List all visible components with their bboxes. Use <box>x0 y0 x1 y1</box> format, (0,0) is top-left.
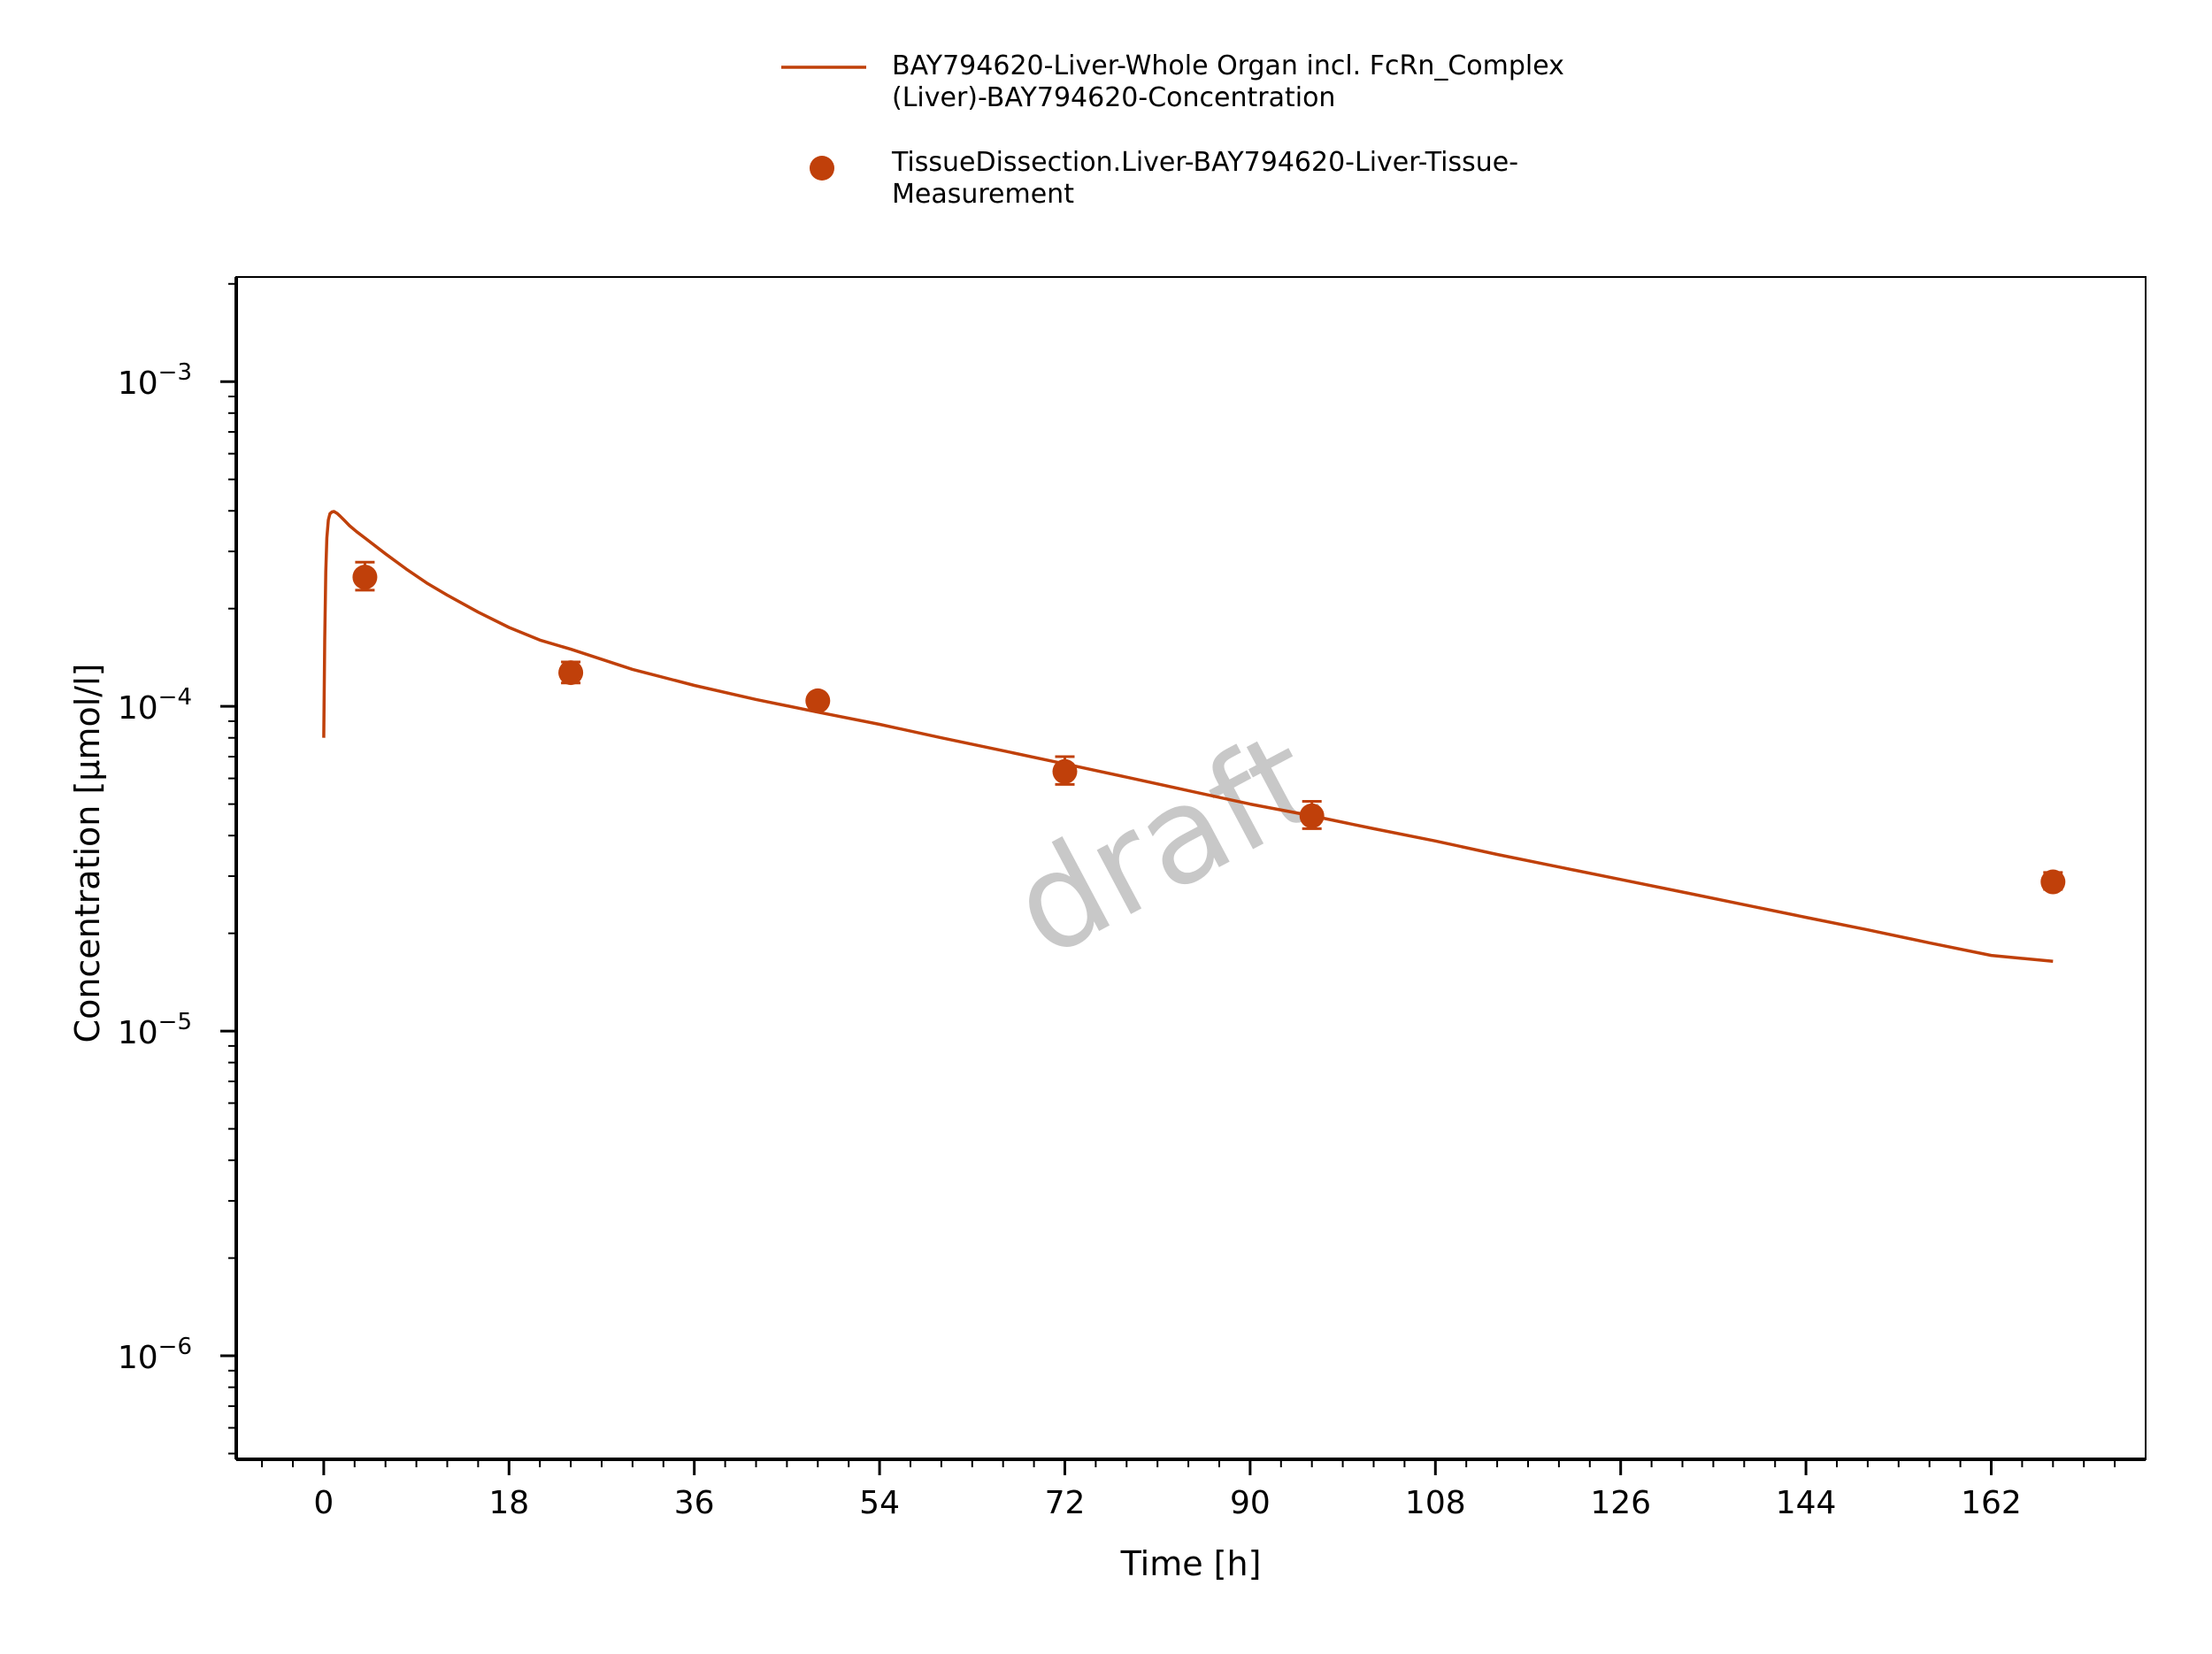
data-point <box>805 688 831 713</box>
y-tick-label: 10−6 <box>118 1334 192 1376</box>
simulation-curve <box>322 510 2054 964</box>
x-tick-label: 18 <box>488 1485 529 1521</box>
y-axis-label: Concentration [µmol/l] <box>68 664 107 1043</box>
y-tick-label: 10−5 <box>118 1009 192 1051</box>
series-layer <box>322 510 2066 964</box>
data-point <box>1299 803 1325 828</box>
legend-label-line-2: Measurement <box>892 179 1074 210</box>
legend-marker-swatch <box>810 156 834 181</box>
x-tick-label: 108 <box>1405 1485 1466 1521</box>
x-tick-label: 36 <box>674 1485 715 1521</box>
x-tick-label: 54 <box>859 1485 900 1521</box>
x-tick-label: 0 <box>313 1485 334 1521</box>
y-ticks: 10−3 10−4 10−5 10−6 <box>118 282 236 1455</box>
data-point <box>1052 758 1078 784</box>
watermark: draft <box>988 703 1340 988</box>
legend-label-line-1: BAY794620-Liver-Whole Organ incl. FcRn_C… <box>892 50 1564 81</box>
x-tick-label: 72 <box>1045 1485 1086 1521</box>
legend-label-line-2: (Liver)-BAY794620-Concentration <box>892 82 1335 113</box>
x-axis-label: Time [h] <box>1120 1544 1262 1583</box>
data-point <box>2040 869 2066 895</box>
x-ticks: 0 18 36 54 72 90 108 126 144 162 <box>261 1459 2116 1521</box>
legend: BAY794620-Liver-Whole Organ incl. FcRn_C… <box>781 50 1564 210</box>
y-tick-label: 10−3 <box>118 359 192 402</box>
legend-label-line-1: TissueDissection.Liver-BAY794620-Liver-T… <box>891 147 1518 178</box>
x-tick-label: 126 <box>1590 1485 1651 1521</box>
data-point <box>558 660 584 686</box>
data-point <box>352 565 378 590</box>
x-tick-label: 144 <box>1776 1485 1837 1521</box>
y-tick-label: 10−4 <box>118 684 192 727</box>
x-tick-label: 90 <box>1230 1485 1271 1521</box>
x-tick-label: 162 <box>1961 1485 2022 1521</box>
